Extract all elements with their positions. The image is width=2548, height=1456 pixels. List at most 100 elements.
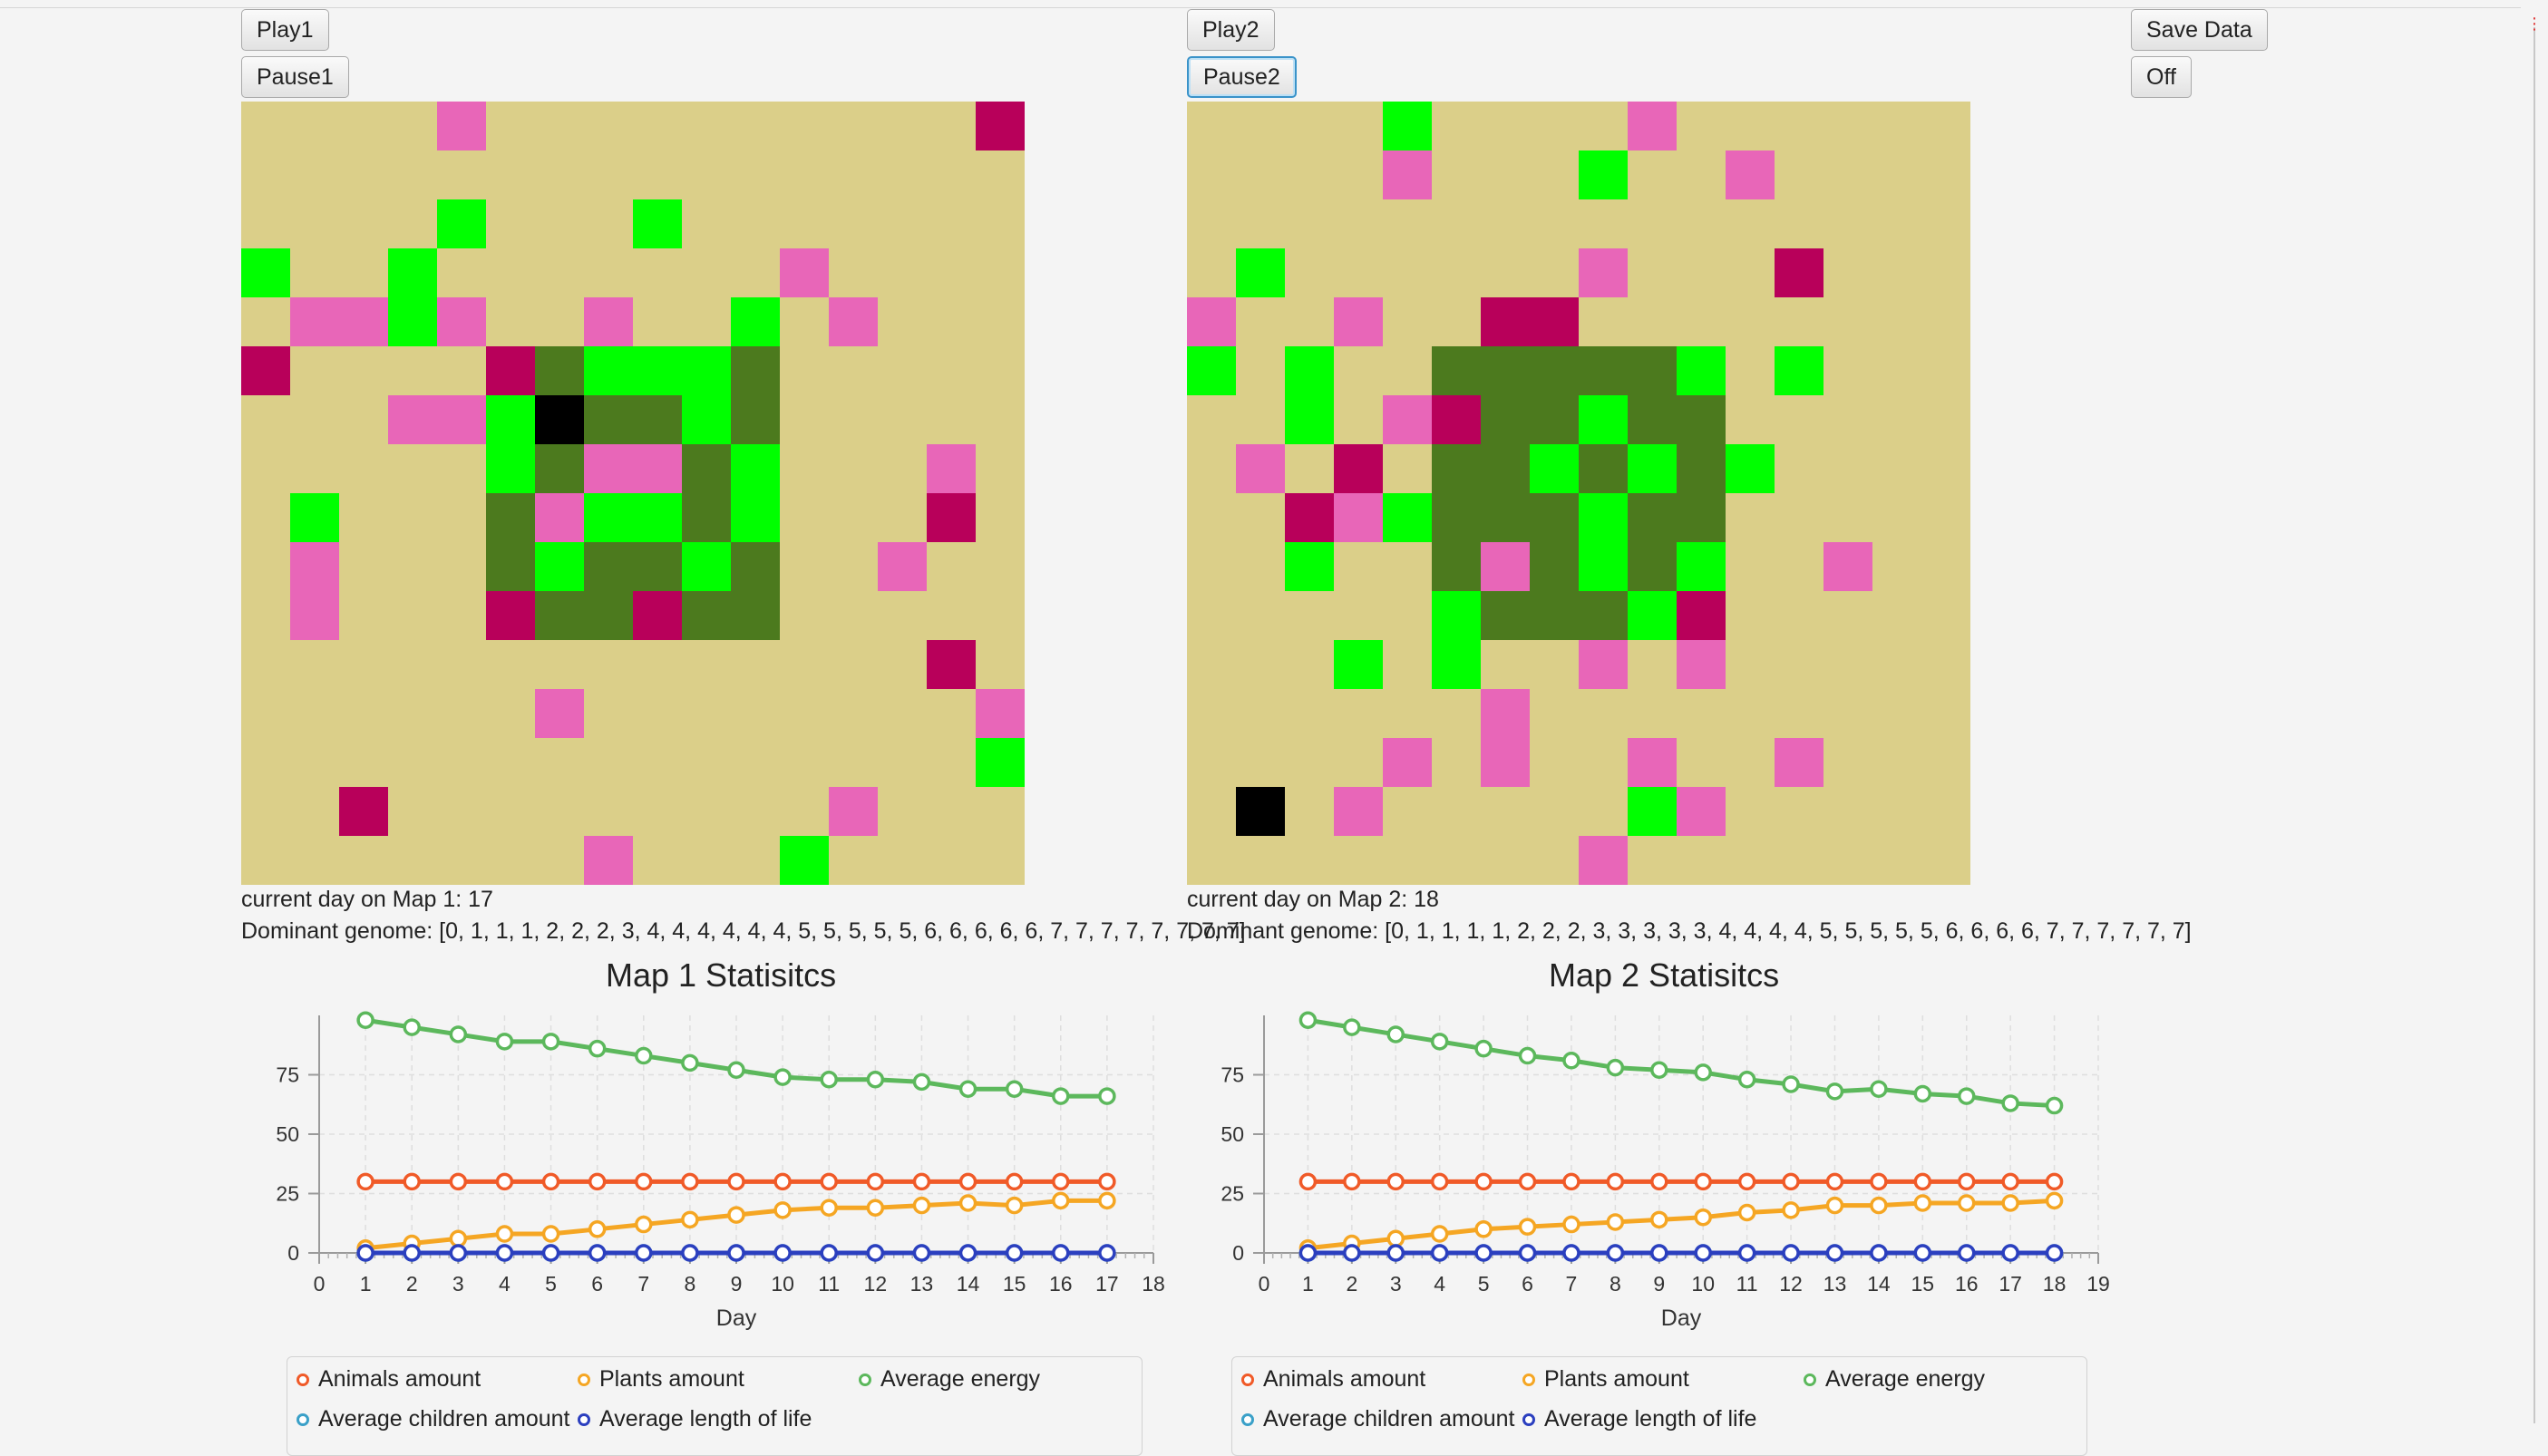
series-point [958,1244,977,1262]
off-button[interactable]: Off [2131,56,2192,98]
animal-cell [1628,738,1677,787]
animal-cell [1334,493,1383,542]
x-tick-label: 11 [818,1272,840,1296]
grass-cell [486,444,535,493]
animal-cell [829,297,878,346]
x-tick-label: 11 [1736,1272,1758,1296]
pause2-button[interactable]: Pause2 [1187,56,1297,98]
scrollbar-track[interactable] [2533,27,2535,1423]
jungle-cell [682,444,731,493]
series-point [356,1011,374,1029]
animal-cell [780,248,829,297]
animal-cell [535,689,584,738]
pause1-button[interactable]: Pause1 [241,56,349,98]
series-point [681,1053,699,1073]
jungle-cell [535,591,584,640]
strong-animal-cell [486,591,535,640]
more-options-icon[interactable]: ⋮ [2526,15,2544,33]
x-tick-label: 5 [545,1272,557,1296]
vertical-scrollbar[interactable] [2521,0,2548,1443]
animal-cell [633,444,682,493]
animal-cell [829,787,878,836]
map2-stats-title: Map 2 Statisitcs [1549,956,1780,994]
legend-average-life: Average length of life [578,1406,812,1432]
map2-chart-legend: Animals amount Plants amount Average ene… [1231,1356,2087,1456]
series-point [541,1033,560,1051]
animal-cell [584,297,633,346]
series-point [773,1172,792,1191]
series-point [1052,1191,1070,1210]
jungle-cell [1677,493,1726,542]
series-point [1386,1172,1405,1191]
grass-cell [1579,542,1628,591]
series-point [912,1196,931,1215]
play1-button[interactable]: Play1 [241,9,329,51]
x-tick-label: 19 [2086,1272,2110,1296]
animal-cell [1677,640,1726,689]
grass-cell [1677,542,1726,591]
x-tick-label: 2 [1346,1272,1357,1296]
legend-dot-icon [859,1373,871,1386]
jungle-cell [682,591,731,640]
strong-animal-cell [927,493,976,542]
series-point [727,1061,745,1080]
jungle-cell [584,542,633,591]
animal-cell [437,297,486,346]
series-point [403,1018,421,1036]
save-data-button[interactable]: Save Data [2131,9,2268,51]
series-point [1474,1039,1493,1058]
x-tick-label: 16 [1049,1272,1073,1296]
x-tick-label: 1 [360,1272,372,1296]
grass-cell [1383,493,1432,542]
x-tick-label: 16 [1955,1272,1979,1296]
series-point [449,1229,468,1248]
series-point [1386,1229,1405,1248]
x-axis-label: Day [1661,1306,1702,1331]
series-point [1870,1196,1888,1215]
series-point [958,1080,977,1098]
grass-cell [1383,102,1432,150]
series-point [1606,1244,1625,1262]
series-point [1606,1058,1625,1077]
series-point [1694,1172,1712,1191]
series-point [866,1172,885,1191]
series-point [1474,1220,1493,1238]
series-point [1694,1063,1712,1082]
animal-cell [1481,542,1530,591]
jungle-cell [1579,346,1628,395]
series-point [1913,1172,1932,1191]
y-tick-label: 75 [1221,1063,1244,1087]
grass-cell [731,493,780,542]
series-point [495,1033,514,1051]
legend-plants-amount: Plants amount [1522,1366,1689,1393]
window-top-border [0,7,2521,8]
grass-cell [1775,346,1823,395]
series-point [1474,1172,1493,1191]
animal-cell [1775,738,1823,787]
series-point [1737,1244,1756,1262]
grass-cell [437,199,486,248]
strong-animal-cell [1530,297,1579,346]
play2-button[interactable]: Play2 [1187,9,1275,51]
x-tick-label: 10 [771,1272,794,1296]
grass-cell [1579,493,1628,542]
series-point [681,1244,699,1262]
series-point [1825,1244,1844,1262]
x-tick-label: 7 [637,1272,649,1296]
series-point [495,1244,514,1262]
series-point [1430,1225,1449,1243]
x-tick-label: 1 [1302,1272,1314,1296]
grass-cell [1579,395,1628,444]
x-tick-label: 0 [314,1272,326,1296]
legend-dot-icon [1241,1412,1254,1426]
series-point [495,1225,514,1243]
jungle-cell [1530,493,1579,542]
map2-current-day: current day on Map 2: 18 [1187,887,1439,912]
series-point [1870,1172,1888,1191]
series-point [1052,1172,1070,1191]
series-point [773,1201,792,1219]
legend-label: Average energy [880,1366,1041,1392]
animal-cell [1334,787,1383,836]
legend-dot-icon [578,1373,590,1386]
series-point [1737,1070,1756,1089]
